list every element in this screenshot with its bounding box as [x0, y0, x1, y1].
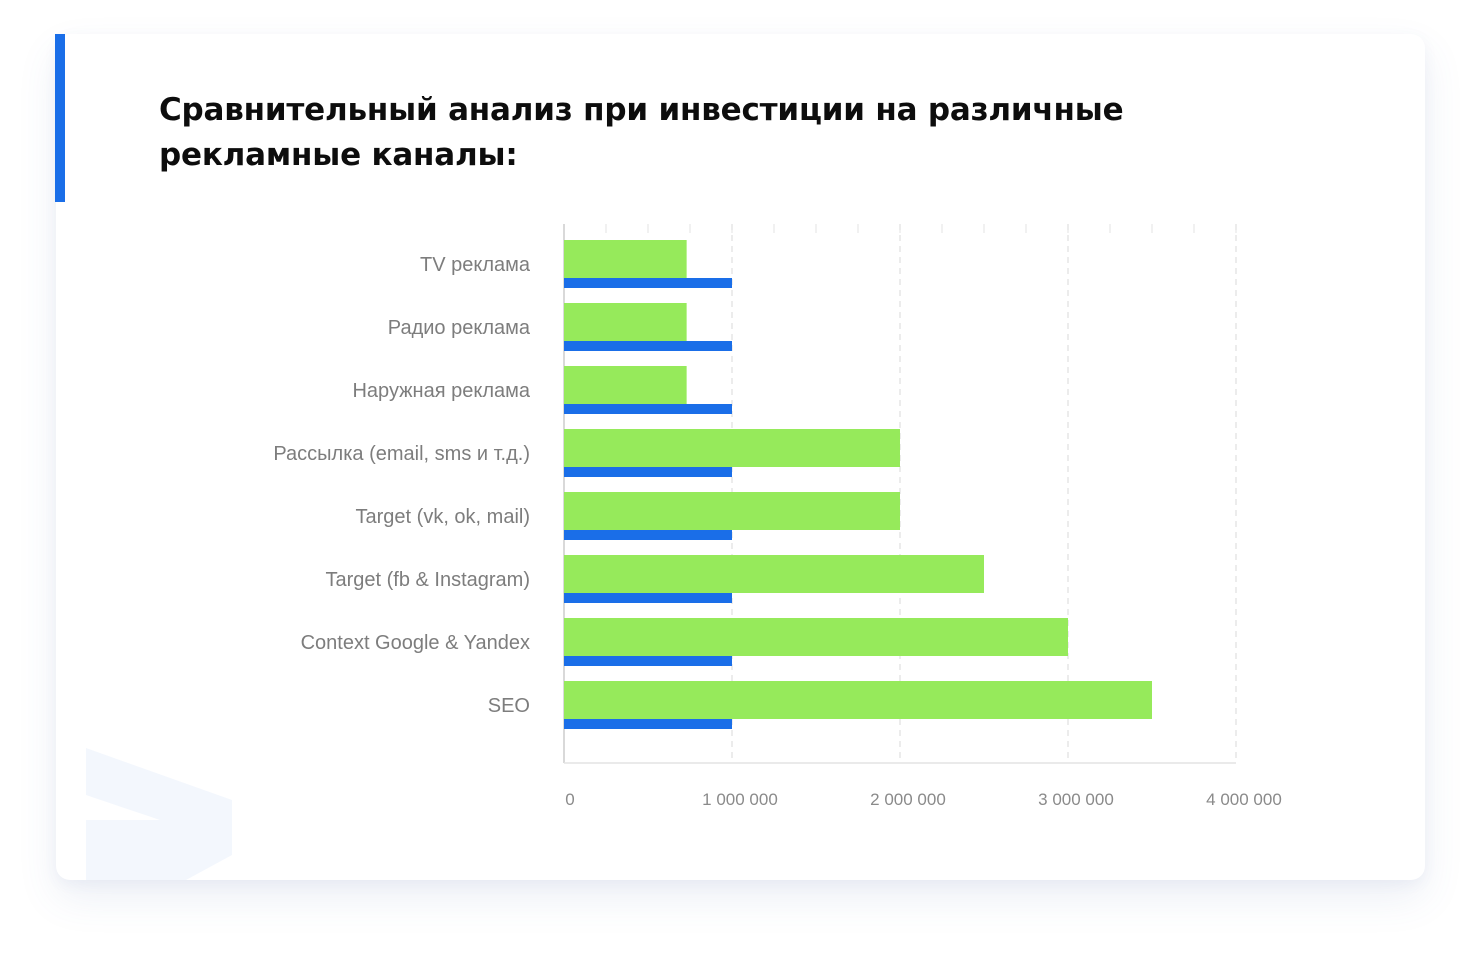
category-label: TV реклама	[420, 254, 531, 276]
accent-bar	[55, 34, 65, 202]
bar-blue	[564, 656, 732, 666]
x-tick-label: 4 000 000	[1206, 790, 1282, 809]
x-axis-ticks: 0 1 000 000 2 000 000 3 000 000 4 000 000	[565, 790, 1282, 809]
page-title: Сравнительный анализ при инвестиции на р…	[159, 92, 1124, 173]
bar-green	[564, 240, 687, 278]
x-tick-label: 2 000 000	[870, 790, 946, 809]
bar-blue	[564, 404, 732, 414]
category-label: Target (vk, ok, mail)	[356, 506, 530, 528]
bar-green	[564, 555, 984, 593]
bar-blue	[564, 719, 732, 729]
bar-green	[564, 303, 687, 341]
category-label: SEO	[488, 695, 530, 717]
x-tick-label: 0	[565, 790, 574, 809]
bar-green	[564, 366, 687, 404]
bar-blue	[564, 467, 732, 477]
bar-blue	[564, 278, 732, 288]
x-tick-label: 1 000 000	[702, 790, 778, 809]
category-label: Радио реклама	[388, 317, 531, 339]
bar-blue	[564, 593, 732, 603]
category-labels: TV реклама Радио реклама Наружная реклама Р…	[273, 254, 531, 717]
bar-green	[564, 429, 900, 467]
chevron-watermark-icon	[86, 748, 232, 880]
bar-blue	[564, 530, 732, 540]
bar-green	[564, 492, 900, 530]
bars	[564, 240, 1152, 729]
bar-green	[564, 618, 1068, 656]
category-label: Context Google & Yandex	[301, 632, 530, 654]
category-label: Рассылка (email, sms и т.д.)	[273, 443, 530, 465]
x-tick-label: 3 000 000	[1038, 790, 1114, 809]
bar-green	[564, 681, 1152, 719]
category-label: Наружная реклама	[352, 380, 530, 402]
bar-blue	[564, 341, 732, 351]
category-label: Target (fb & Instagram)	[325, 569, 530, 591]
